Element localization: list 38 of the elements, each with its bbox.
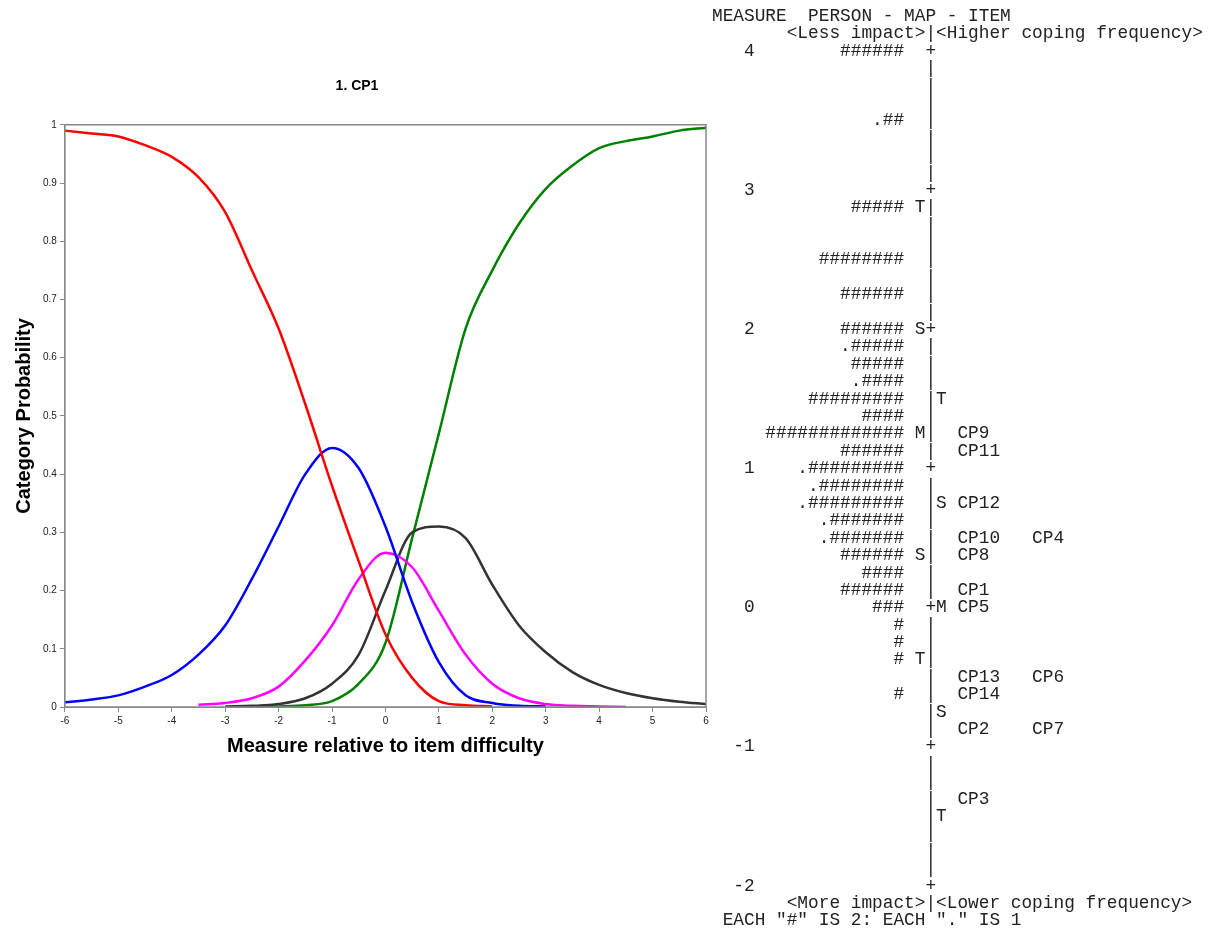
- text: <More impact>|<Lower coping frequency>: [786, 892, 1194, 913]
- x-tick-label: 2: [489, 714, 496, 726]
- y-tick-label: 0.4: [43, 467, 58, 479]
- y-axis-title: Category Probability: [11, 317, 34, 514]
- text: # |: [892, 614, 938, 635]
- x-tick-label: -5: [113, 714, 124, 726]
- y-tick-label: 0.9: [43, 176, 58, 188]
- y-tick-label: 0.5: [43, 409, 58, 421]
- text: |: [924, 753, 938, 774]
- x-tick-label: -3: [220, 714, 231, 726]
- x-tick-label: -4: [167, 714, 177, 726]
- x-axis-title: Measure relative to item difficulty: [227, 733, 545, 756]
- y-tick-label: 0.1: [43, 642, 58, 654]
- line-series: [64, 129, 494, 707]
- y-tick-label: 0.2: [43, 584, 58, 596]
- line-series: [223, 525, 706, 707]
- x-tick-label: -2: [274, 714, 284, 726]
- text: |: [924, 858, 938, 879]
- text: <Less impact>|<Higher coping frequency>: [785, 23, 1203, 44]
- y-tick-label: 0.6: [43, 351, 58, 363]
- x-tick-label: 0: [382, 714, 389, 726]
- text: MEASURE PERSON - MAP - ITEM: [712, 6, 1012, 26]
- x-tick-label: 6: [703, 714, 710, 726]
- x-tick-label: 3: [542, 714, 549, 726]
- y-tick-label: 0.7: [43, 293, 58, 305]
- chart-title: 1. CP1: [335, 77, 379, 94]
- x-tick-label: 1: [436, 714, 443, 726]
- x-tick-label: -6: [60, 714, 70, 726]
- x-tick-label: -1: [327, 714, 337, 726]
- y-tick-label: 1: [51, 118, 58, 130]
- x-tick-label: 4: [596, 714, 603, 726]
- text: | CP2 CP7: [924, 719, 1066, 740]
- text: #### |: [860, 406, 937, 426]
- y-tick-label: 0: [51, 700, 58, 712]
- y-tick-label: 0.8: [43, 234, 58, 246]
- x-tick-label: 5: [649, 714, 656, 726]
- y-tick-label: 0.3: [43, 526, 58, 538]
- line-series: [64, 446, 547, 707]
